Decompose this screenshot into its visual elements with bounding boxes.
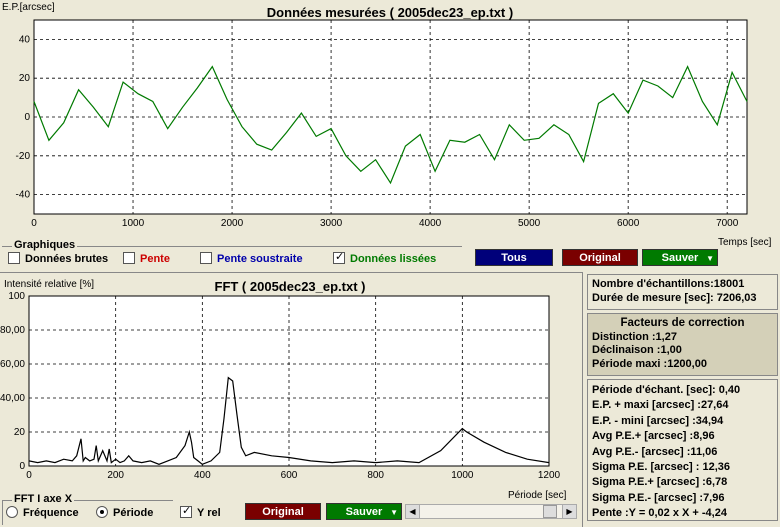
y-tick-label: 0 xyxy=(24,112,30,123)
graphiques-group xyxy=(2,246,462,271)
check-icon: ✓ xyxy=(335,251,345,263)
top-chart: 0 1000 2000 3000 4000 5000 6000 7000 40 20 0 -20 -40 xyxy=(16,19,748,229)
sample-count: Nombre d'échantillons:18001 xyxy=(592,278,745,290)
graphiques-label: Graphiques xyxy=(12,239,78,251)
fft-original-button[interactable]: Original xyxy=(245,503,321,520)
sauver-button[interactable]: Sauver ▼ xyxy=(642,249,718,266)
top-chart-title: Données mesurées ( 2005dec23_ep.txt ) xyxy=(266,5,514,20)
x-tick-label: 1000 xyxy=(122,218,145,229)
x-tick-label: 1200 xyxy=(538,470,561,481)
checkbox-pente-soustraite[interactable]: Pente soustraite xyxy=(200,252,303,265)
top-y-axis-label: E.P.[arcsec] xyxy=(2,2,55,13)
x-tick-label: 800 xyxy=(367,470,384,481)
dropdown-arrow-icon[interactable]: ▼ xyxy=(706,254,714,263)
scroll-thumb[interactable] xyxy=(543,505,557,518)
stat-line: E.P. - mini [arcsec] :34,94 xyxy=(592,414,724,427)
measure-duration: Durée de mesure [sec]: 7206,03 xyxy=(592,291,757,304)
distinction: Distinction :1,27 xyxy=(592,330,677,343)
top-x-axis-label: Temps [sec] xyxy=(718,237,772,248)
scroll-left-icon[interactable]: ◀ xyxy=(406,505,420,518)
stat-line: Pente :Y = 0,02 x X + -4,24 xyxy=(592,507,727,520)
correction-title: Facteurs de correction xyxy=(620,317,745,329)
x-tick-label: 5000 xyxy=(518,218,541,229)
periode-maxi: Période maxi :1200,00 xyxy=(592,357,707,370)
radio-frequence[interactable]: Fréquence xyxy=(6,506,79,519)
series-line xyxy=(28,376,550,465)
y-tick-label: 80,00 xyxy=(0,325,25,336)
x-tick-label: 6000 xyxy=(617,218,640,229)
y-tick-label: 0 xyxy=(19,461,25,472)
y-tick-label: 60,00 xyxy=(0,359,25,370)
fft-sauver-button[interactable]: Sauver ▼ xyxy=(326,503,402,520)
checkbox-donnees-lissees[interactable]: ✓ Données lissées xyxy=(333,251,437,265)
radio-periode[interactable]: Période xyxy=(96,506,153,519)
y-tick-label: 20 xyxy=(14,427,26,438)
checkbox-pente[interactable]: Pente xyxy=(123,252,170,265)
tous-button[interactable]: Tous xyxy=(475,249,553,266)
y-tick-label: 40,00 xyxy=(0,393,25,404)
stat-line: E.P. + maxi [arcsec] :27,64 xyxy=(592,399,729,412)
x-tick-label: 0 xyxy=(26,470,32,481)
scroll-right-icon[interactable]: ▶ xyxy=(562,505,576,518)
correction-panel: Facteurs de correction Distinction :1,27… xyxy=(587,313,778,376)
fft-chart: 0 200 400 600 800 1000 120010080,0060,0040,002… xyxy=(0,291,561,481)
stat-line: Avg P.E.- [arcsec] :11,06 xyxy=(592,445,718,458)
checkbox-donnees-brutes[interactable]: Données brutes xyxy=(8,252,108,265)
x-tick-label: 3000 xyxy=(320,218,343,229)
stat-line: Avg P.E.+ [arcsec] :8,96 xyxy=(592,430,715,443)
dropdown-arrow-icon[interactable]: ▼ xyxy=(390,508,398,517)
sample-info-panel: Nombre d'échantillons:18001 Durée de mes… xyxy=(587,274,778,310)
stat-line: Période d'échant. [sec]: 0,40 xyxy=(592,384,741,396)
x-tick-label: 200 xyxy=(107,470,124,481)
y-tick-label: -20 xyxy=(16,151,31,162)
fft-x-axis-label: Période [sec] xyxy=(508,490,567,501)
x-tick-label: 7000 xyxy=(716,218,739,229)
y-tick-label: 40 xyxy=(19,34,31,45)
x-tick-label: 400 xyxy=(194,470,211,481)
fft-axis-label: FFT I axe X xyxy=(12,493,75,505)
y-tick-label: -40 xyxy=(16,190,31,201)
y-tick-label: 100 xyxy=(8,291,25,302)
y-tick-label: 20 xyxy=(19,73,31,84)
fft-chart-title: FFT ( 2005dec23_ep.txt ) xyxy=(214,279,366,294)
fft-axis-group xyxy=(2,500,173,525)
x-tick-label: 600 xyxy=(281,470,298,481)
stat-line: Sigma P.E. [arcsec] : 12,36 xyxy=(592,460,730,473)
declinaison: Déclinaison :1,00 xyxy=(592,344,682,356)
stat-line: Sigma P.E.- [arcsec] :7,96 xyxy=(592,491,725,504)
fft-y-axis-label: Intensité relative [%] xyxy=(4,279,95,290)
checkbox-y-rel[interactable]: ✓ Y rel xyxy=(180,505,221,519)
check-icon: ✓ xyxy=(182,505,192,517)
original-button[interactable]: Original xyxy=(562,249,638,266)
horizontal-scrollbar[interactable]: ◀ ▶ xyxy=(405,504,577,519)
x-tick-label: 0 xyxy=(31,218,37,229)
statistics-panel: Période d'échant. [sec]: 0,40 E.P. + max… xyxy=(587,379,778,521)
stat-line: Sigma P.E.+ [arcsec] :6,78 xyxy=(592,476,728,489)
x-tick-label: 4000 xyxy=(419,218,442,229)
x-tick-label: 1000 xyxy=(451,470,474,481)
series-line xyxy=(33,65,748,185)
x-tick-label: 2000 xyxy=(221,218,244,229)
